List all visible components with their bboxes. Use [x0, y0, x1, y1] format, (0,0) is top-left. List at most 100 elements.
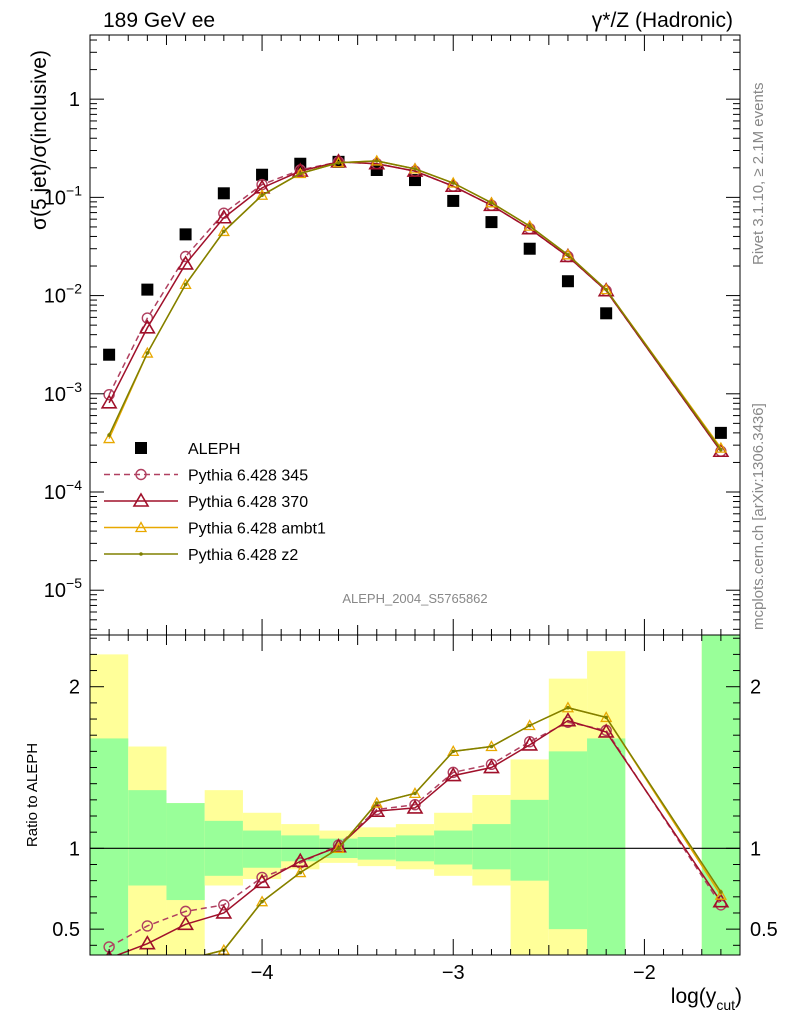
ratio-point-p370 — [444, 767, 462, 782]
main-y-tick-label: 1 — [69, 89, 80, 111]
main-point-p370 — [100, 394, 118, 409]
main-series-layer — [100, 153, 730, 458]
ratio-point-ambt1 — [104, 982, 114, 991]
main-point-z2 — [222, 229, 226, 234]
legend-label-p345: Pythia 6.428 345 — [188, 468, 308, 485]
ratio-point-p370 — [597, 723, 615, 738]
ratio-point-z2 — [298, 870, 303, 875]
header-left-title: 189 GeV ee — [103, 9, 215, 32]
main-y-tick-label: 10−5 — [44, 575, 82, 602]
band-inner — [166, 803, 205, 901]
legend-label-z2: Pythia 6.428 z2 — [188, 547, 298, 564]
ratio-point-z2 — [719, 890, 723, 894]
main-point-z2 — [489, 201, 494, 205]
ratio-point-p345 — [141, 920, 154, 932]
series-line-z2 — [108, 160, 722, 451]
main-point-z2 — [527, 224, 532, 228]
main-point-p370 — [253, 179, 271, 194]
main-point-aleph — [141, 283, 154, 296]
ratio-y-tick-label-right: 0.5 — [750, 919, 778, 941]
band-inner — [587, 738, 626, 955]
main-point-aleph — [600, 307, 613, 320]
series-line-p345 — [108, 161, 722, 452]
x-tick-label: −3 — [442, 962, 465, 984]
main-point-z2 — [183, 282, 188, 287]
band-inner — [90, 738, 129, 955]
ratio-axes: 0.5 0.5 1 1 2 2 −4 −3 −2 — [52, 635, 778, 984]
ratio-point-p370 — [406, 799, 424, 814]
main-point-aleph — [447, 194, 460, 207]
main-point-p345 — [103, 388, 115, 401]
main-point-ambt1 — [714, 441, 727, 453]
ratio-y-tick-label: 0.5 — [52, 919, 80, 941]
ratio-point-ambt1 — [561, 701, 575, 713]
main-point-aleph — [561, 275, 574, 288]
ratio-point-p370 — [521, 736, 539, 751]
main-point-z2 — [604, 287, 608, 292]
ratio-point-p370 — [483, 758, 500, 774]
ratio-point-ambt1 — [485, 740, 498, 752]
band-inner — [472, 824, 511, 870]
main-y-tick-label: 10−2 — [44, 281, 82, 308]
ratio-y-tick-label: 1 — [69, 838, 80, 860]
band-inner — [701, 635, 740, 955]
ratio-point-z2 — [107, 984, 111, 988]
legend-label-ambt1: Pythia 6.428 ambt1 — [188, 521, 326, 538]
main-point-p370 — [138, 319, 156, 334]
main-point-aleph — [179, 228, 192, 241]
main-point-p345 — [179, 250, 192, 263]
legend-marker-z2 — [139, 552, 143, 556]
ratio-point-p345 — [715, 899, 727, 911]
ratio-point-ambt1 — [142, 969, 152, 978]
ratio-line-p345 — [108, 721, 722, 948]
main-y-tick-label: 10−4 — [44, 477, 82, 504]
ratio-point-z2 — [413, 791, 417, 796]
band-inner — [510, 799, 549, 881]
band-inner — [548, 751, 588, 930]
main-point-ambt1 — [255, 188, 269, 200]
ratio-point-z2 — [604, 715, 608, 720]
rivet-label: Rivet 3.1.10, ≥ 2.1M events — [750, 83, 767, 266]
main-point-p370 — [291, 162, 309, 177]
main-point-z2 — [107, 433, 111, 437]
main-point-ambt1 — [561, 248, 575, 260]
legend: ALEPH Pythia 6.428 345 Pythia 6.428 370 Pyt… — [104, 441, 326, 564]
ratio-point-p370 — [215, 904, 233, 919]
main-point-z2 — [298, 171, 303, 176]
ratio-y-tick-label-right: 2 — [750, 677, 761, 699]
main-point-z2 — [336, 160, 341, 165]
main-point-ambt1 — [523, 219, 536, 231]
main-frame — [89, 34, 741, 636]
ratio-point-z2 — [527, 723, 532, 728]
ratio-point-z2 — [489, 744, 494, 749]
main-point-aleph — [485, 216, 498, 229]
main-point-z2 — [145, 351, 150, 355]
legend-marker-aleph — [135, 442, 147, 454]
ratio-point-z2 — [184, 958, 188, 962]
header-right-title: γ*/Z (Hadronic) — [592, 9, 733, 32]
main-point-p370 — [177, 255, 194, 270]
x-tick-label: −4 — [251, 962, 274, 984]
main-axes: 1 10−1 10−2 10−3 10−4 10−5 — [44, 35, 741, 635]
ratio-point-p370 — [138, 935, 156, 950]
ratio-point-p345 — [218, 899, 230, 911]
legend-marker-p370 — [132, 492, 150, 507]
main-y-tick-label: 10−3 — [44, 379, 82, 406]
ratio-point-z2 — [336, 846, 341, 851]
band-inner — [434, 830, 473, 865]
main-panel: 1 10−1 10−2 10−3 10−4 10−5 σ(5 jet)/σ(inclusi… — [28, 34, 741, 636]
band-inner — [128, 790, 167, 886]
main-point-ambt1 — [141, 346, 154, 358]
main-point-z2 — [451, 181, 456, 185]
x-axis-label: log(ycut) — [671, 985, 742, 1013]
main-point-ambt1 — [600, 283, 613, 295]
main-point-z2 — [260, 193, 264, 198]
main-point-z2 — [413, 167, 417, 171]
main-point-ambt1 — [179, 278, 192, 290]
main-point-z2 — [566, 253, 570, 257]
ratio-point-ambt1 — [714, 888, 727, 900]
band-inner — [242, 830, 282, 868]
ratio-y-tick-label-right: 1 — [750, 838, 761, 860]
legend-label-aleph: ALEPH — [188, 441, 240, 458]
ratio-point-ambt1 — [184, 953, 187, 955]
